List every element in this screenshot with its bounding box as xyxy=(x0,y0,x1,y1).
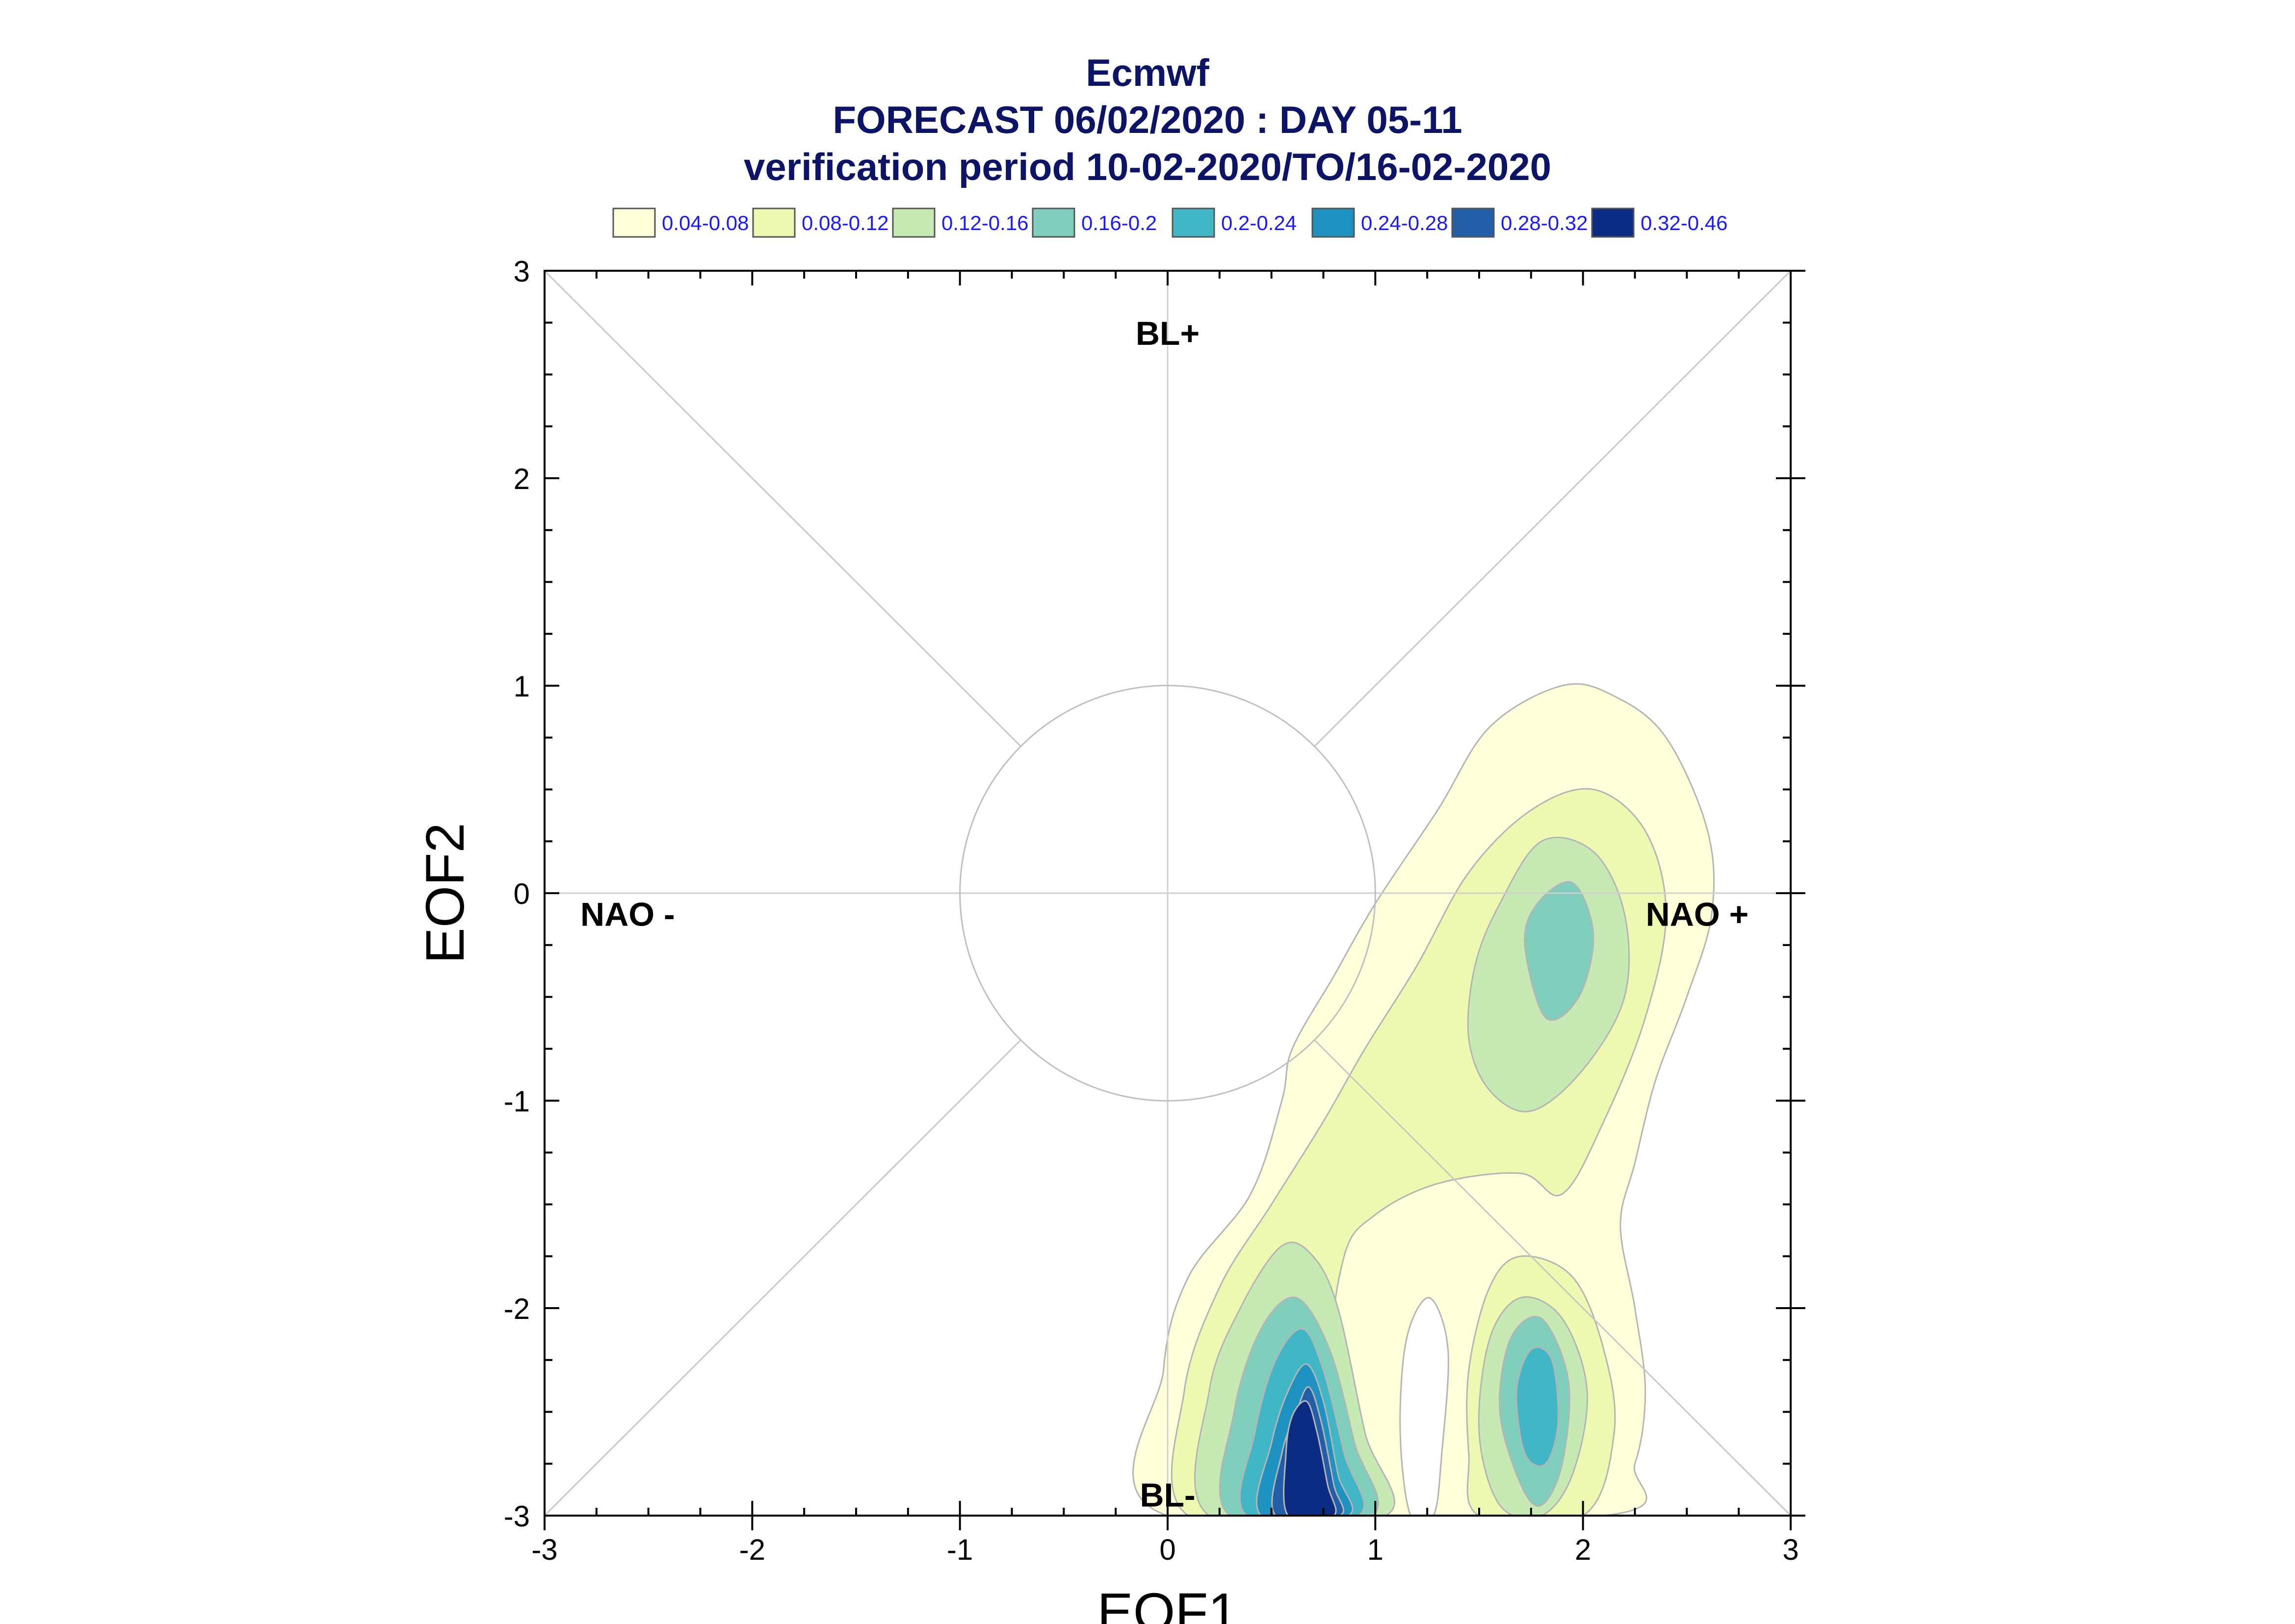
x-tick-label: 2 xyxy=(1575,1533,1591,1566)
y-tick-label: 3 xyxy=(514,255,530,288)
diagonal-guide-lower-right xyxy=(1314,1039,1792,1517)
x-tick-label: 3 xyxy=(1782,1533,1799,1566)
unit-circle xyxy=(959,685,1376,1102)
y-tick-label: -3 xyxy=(504,1500,530,1533)
x-tick-label: 1 xyxy=(1367,1533,1383,1566)
legend-swatch xyxy=(1451,207,1495,238)
x-tick-label: -1 xyxy=(947,1533,973,1566)
contour-level-4-10 xyxy=(1515,1346,1559,1467)
regime-label-nao-plus: NAO + xyxy=(1646,896,1749,933)
diagonal-guide-lower-left xyxy=(544,1039,1021,1517)
x-axis-label: EOF1 xyxy=(1097,1582,1238,1624)
legend-label: 0.2-0.24 xyxy=(1221,211,1297,234)
legend-label: 0.24-0.28 xyxy=(1361,211,1448,234)
y-axis-label: EOF2 xyxy=(415,823,475,963)
legend-label: 0.08-0.12 xyxy=(802,211,888,234)
legend-swatch xyxy=(752,207,796,238)
chart-labels: -3 -2 -1 0 1 2 3 -3 -2 -1 0 1 2 3 EOF1 EOF2 BL+ BL- NAO - N… xyxy=(415,255,1799,1624)
y-tick-label: 1 xyxy=(514,670,530,703)
diagonal-guide-upper-left xyxy=(544,270,1021,747)
regime-label-bl-plus: BL+ xyxy=(1136,315,1200,352)
density-gap xyxy=(1399,1297,1449,1516)
legend-swatch xyxy=(1032,207,1075,238)
x-tick-label: -3 xyxy=(531,1533,557,1566)
legend: 0.04-0.08 0.08-0.12 0.12-0.16 0.16-0.2 0.2-0… xyxy=(612,207,1727,238)
legend-label: 0.16-0.2 xyxy=(1081,211,1157,234)
legend-label: 0.04-0.08 xyxy=(662,211,749,234)
y-tick-label: 0 xyxy=(514,877,530,910)
density-contours xyxy=(1132,683,1715,1516)
axis-ticks xyxy=(544,270,1805,1530)
x-tick-label: -2 xyxy=(739,1533,765,1566)
legend-label: 0.12-0.16 xyxy=(941,211,1028,234)
chart-title-line2: FORECAST 06/02/2020 : DAY 05-11 xyxy=(833,98,1462,141)
chart-title-line3: verification period 10-02-2020/TO/16-02-… xyxy=(743,145,1552,188)
chart-title-block: Ecmwf FORECAST 06/02/2020 : DAY 05-11 ve… xyxy=(0,49,2295,190)
x-tick-label: 0 xyxy=(1159,1533,1175,1566)
legend-swatch xyxy=(612,207,656,238)
regime-label-nao-minus: NAO - xyxy=(580,896,675,933)
regime-label-bl-minus: BL- xyxy=(1140,1477,1195,1514)
diagonal-guide-upper-right xyxy=(1314,270,1792,747)
regime-guides xyxy=(544,270,1792,1517)
legend-swatch xyxy=(1172,207,1215,238)
legend-swatch xyxy=(1311,207,1355,238)
contour-level-3-7 xyxy=(1524,881,1594,1021)
y-tick-label: -2 xyxy=(504,1292,530,1325)
legend-label: 0.28-0.32 xyxy=(1501,211,1588,234)
y-tick-label: -1 xyxy=(504,1085,530,1118)
y-tick-label: 2 xyxy=(514,463,530,495)
legend-swatch xyxy=(892,207,936,238)
legend-swatch xyxy=(1591,207,1635,238)
legend-label: 0.32-0.46 xyxy=(1641,211,1727,234)
chart-title-line1: Ecmwf xyxy=(1086,51,1209,94)
